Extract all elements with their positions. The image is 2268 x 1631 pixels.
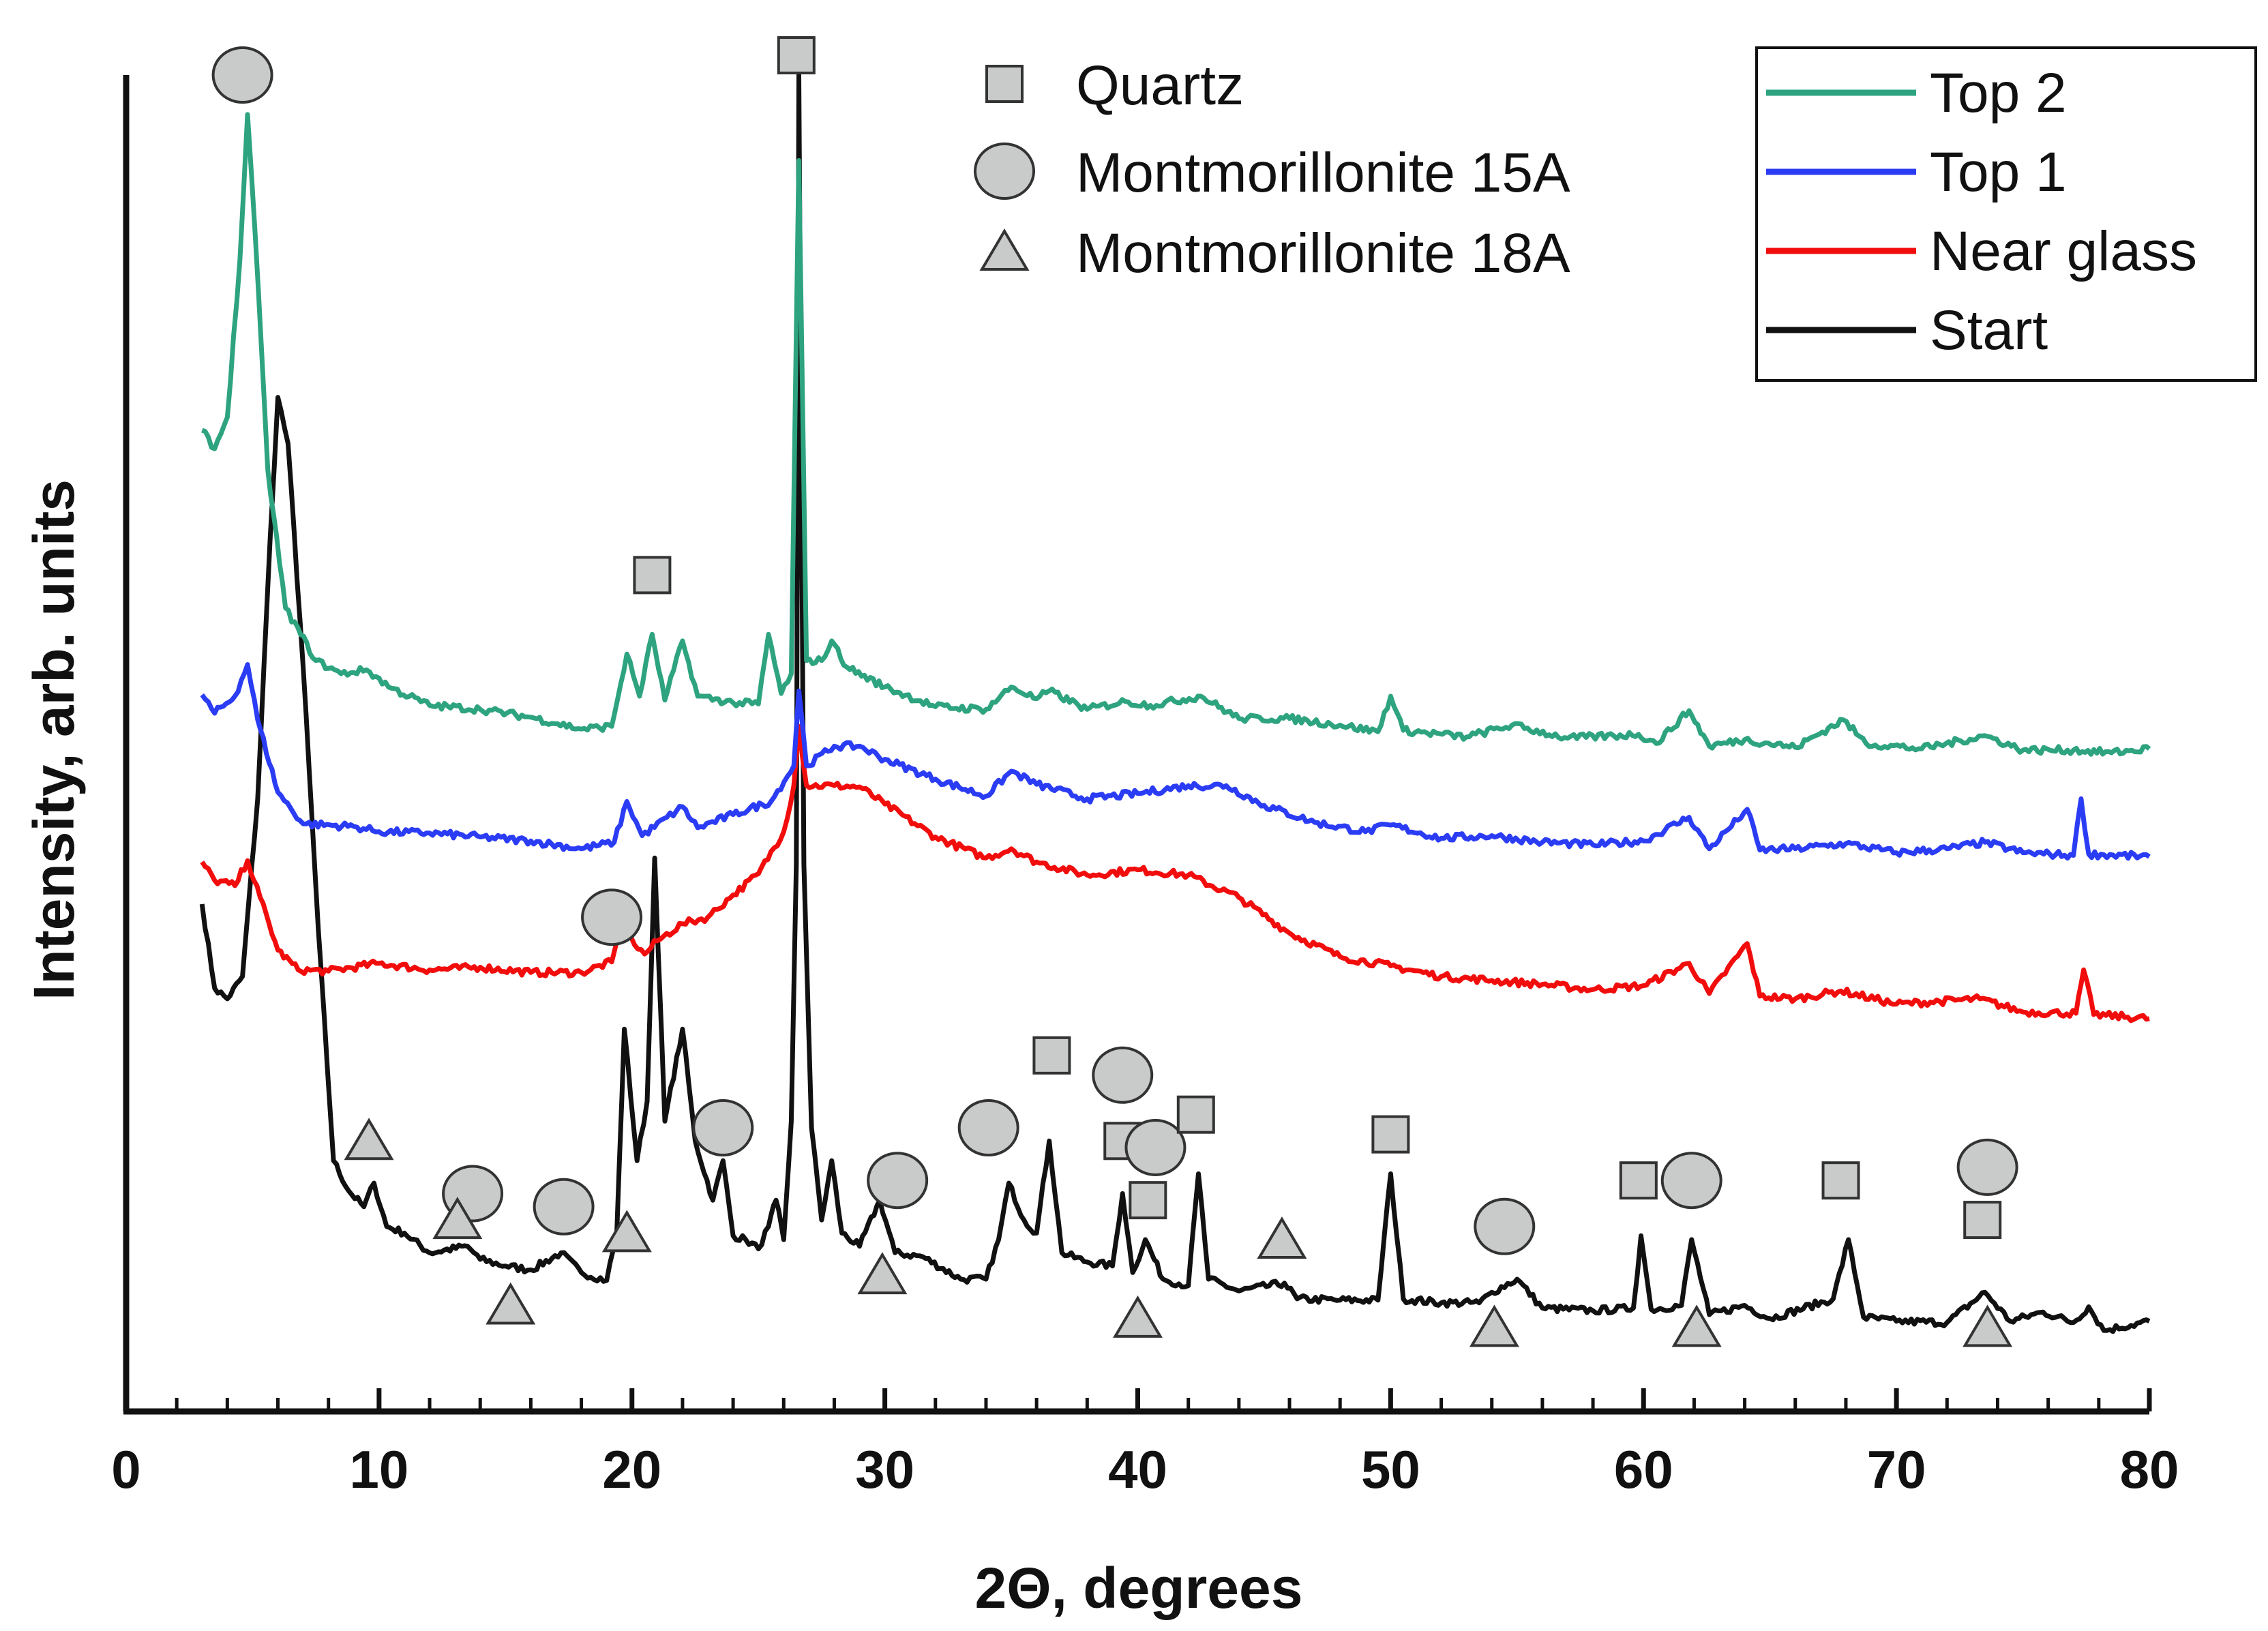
series-layer bbox=[199, 72, 2151, 1334]
series-legend-box bbox=[1755, 46, 2257, 382]
legend: Quartz Montmorillonite 15A Montmorillonite… bbox=[974, 46, 2257, 382]
peak-marker-circle bbox=[692, 1099, 754, 1156]
peak-marker-triangle bbox=[1963, 1304, 2013, 1347]
x-tick-label: 20 bbox=[602, 1439, 661, 1499]
legend-circle-icon bbox=[974, 143, 1035, 200]
peak-marker-square bbox=[1176, 1095, 1215, 1134]
peak-marker-circle bbox=[1092, 1046, 1154, 1104]
peak-marker-square bbox=[1129, 1181, 1167, 1220]
peak-marker-triangle bbox=[1671, 1304, 1722, 1347]
legend-triangle-icon bbox=[979, 228, 1030, 271]
x-tick-label: 70 bbox=[1867, 1439, 1926, 1499]
peak-marker-triangle bbox=[344, 1118, 394, 1161]
peak-marker-circle bbox=[1956, 1138, 2018, 1196]
x-tick-label: 80 bbox=[2120, 1439, 2179, 1499]
peak-marker-square bbox=[1371, 1115, 1410, 1154]
peak-marker-triangle bbox=[432, 1197, 483, 1240]
x-tick-label: 50 bbox=[1361, 1439, 1420, 1499]
y-axis-label: Intensity, arb. units bbox=[22, 479, 86, 1000]
peak-marker-square bbox=[633, 556, 672, 595]
series-legend-label: Top 1 bbox=[1930, 141, 2067, 203]
x-tick-label: 0 bbox=[111, 1439, 140, 1499]
peak-marker-triangle bbox=[1113, 1295, 1163, 1338]
peak-marker-circle bbox=[957, 1099, 1019, 1156]
x-tick-label: 40 bbox=[1108, 1439, 1167, 1499]
peak-marker-square bbox=[1963, 1201, 2002, 1240]
peak-marker-square bbox=[777, 36, 816, 75]
peak-marker-circle bbox=[533, 1178, 595, 1236]
peak-marker-circle bbox=[211, 46, 273, 104]
series-line-near-glass bbox=[200, 723, 2150, 1023]
series-line-start bbox=[199, 72, 2151, 1334]
series-legend: Top 2 Top 1 Near glass Start bbox=[1755, 46, 2257, 382]
legend-square-icon bbox=[985, 65, 1024, 103]
peak-marker-square bbox=[1032, 1036, 1071, 1075]
series-line-top-1 bbox=[200, 662, 2151, 861]
peak-marker-circle bbox=[1124, 1118, 1187, 1176]
marker-legend-label: Montmorillonite 18A bbox=[1076, 222, 1570, 284]
peak-marker-triangle bbox=[486, 1282, 536, 1325]
peak-marker-triangle bbox=[1469, 1304, 1519, 1347]
series-legend-label: Start bbox=[1930, 299, 2048, 361]
series-legend-label: Near glass bbox=[1930, 220, 2197, 282]
x-axis-label: 2Θ, degrees bbox=[975, 1556, 1303, 1620]
peak-marker-layer bbox=[211, 36, 2018, 1347]
peak-marker-circle bbox=[1474, 1197, 1536, 1255]
series-line-top-2 bbox=[201, 112, 2151, 757]
peak-marker-triangle bbox=[601, 1210, 652, 1253]
peak-marker-square bbox=[1821, 1161, 1860, 1200]
axes: 0 10 20 30 40 50 60 70 80 bbox=[111, 75, 2179, 1499]
x-tick-label: 30 bbox=[855, 1439, 914, 1499]
peak-marker-circle bbox=[581, 888, 643, 946]
marker-legend: Quartz Montmorillonite 15A Montmorillonite… bbox=[974, 55, 1570, 284]
marker-legend-label: Quartz bbox=[1076, 55, 1244, 117]
peak-marker-triangle bbox=[1257, 1216, 1307, 1259]
series-legend-label: Top 2 bbox=[1930, 62, 2067, 124]
marker-legend-label: Montmorillonite 15A bbox=[1076, 142, 1570, 204]
x-tick-label: 10 bbox=[349, 1439, 408, 1499]
peak-marker-circle bbox=[1660, 1152, 1722, 1210]
peak-marker-square bbox=[1619, 1161, 1658, 1200]
peak-marker-circle bbox=[867, 1152, 929, 1210]
peak-marker-triangle bbox=[857, 1252, 908, 1295]
x-tick-label: 60 bbox=[1614, 1439, 1673, 1499]
